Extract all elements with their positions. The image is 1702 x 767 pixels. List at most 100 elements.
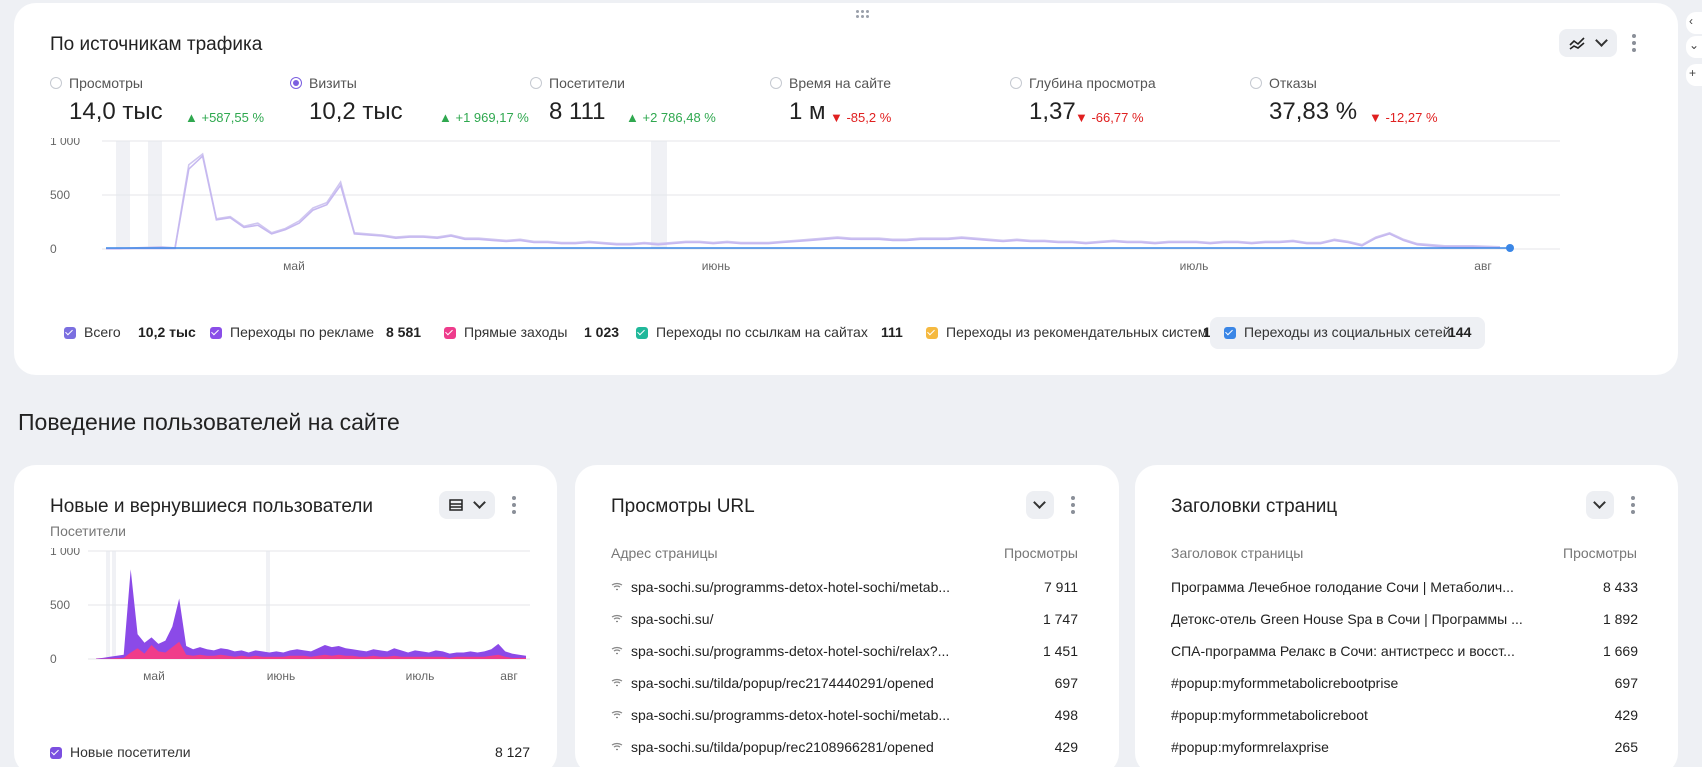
column-header-title: Заголовок страницы <box>1171 545 1304 561</box>
new-returning-users-card: Новые и вернувшиеся пользователи Посетит… <box>14 465 557 767</box>
link-icon <box>611 614 623 623</box>
y-tick-label: 1 000 <box>50 548 80 558</box>
views-value: 697 <box>1054 675 1078 691</box>
metric-radio[interactable] <box>50 77 62 89</box>
series-end-point <box>1506 244 1514 252</box>
table-row[interactable]: Детокс-отель Green House Spa в Сочи | Пр… <box>1171 604 1638 636</box>
metric-label: Время на сайте <box>789 75 892 91</box>
legend-item-new-visitors[interactable]: Новые посетители 8 127 <box>50 737 530 767</box>
page-title-cell: Программа Лечебное голодание Сочи | Мета… <box>1171 579 1514 595</box>
more-menu-icon[interactable] <box>1630 495 1636 515</box>
series-line-0 <box>106 152 1501 250</box>
metric-value: 37,83 % <box>1269 98 1358 125</box>
checkbox-icon <box>444 327 456 339</box>
page-titles-card: Заголовки страниц Заголовок страницы Про… <box>1135 465 1678 767</box>
views-value: 429 <box>1614 707 1638 723</box>
views-value: 1 451 <box>1042 643 1078 659</box>
x-tick-label: авг <box>500 669 518 683</box>
link-icon <box>611 582 623 591</box>
views-value: 265 <box>1614 739 1638 755</box>
metric-delta: ▲ +1 969,17 % <box>439 110 529 125</box>
metric-radio[interactable] <box>290 77 302 89</box>
drag-handle-icon[interactable] <box>856 10 872 22</box>
checkbox-icon <box>926 327 938 339</box>
table-row[interactable]: #popup:myformmetabolicrebootprise 697 <box>1171 668 1638 700</box>
stacked-area-icon <box>449 499 463 511</box>
chevron-down-icon <box>1595 34 1608 47</box>
line-chart-icon <box>1569 37 1585 50</box>
views-value: 498 <box>1054 707 1078 723</box>
table-row[interactable]: Программа Лечебное голодание Сочи | Мета… <box>1171 572 1638 604</box>
y-tick-label: 0 <box>50 652 57 666</box>
side-collapse-button[interactable]: ‹ <box>1686 12 1702 34</box>
card-title: По источникам трафика <box>50 34 263 55</box>
url-link[interactable]: spa-sochi.su/programms-detox-hotel-sochi… <box>631 579 951 595</box>
table-row[interactable]: spa-sochi.su/programms-detox-hotel-sochi… <box>611 572 1078 604</box>
side-expand-button[interactable]: ⌄ <box>1686 36 1702 58</box>
table-row[interactable]: spa-sochi.su/programms-detox-hotel-sochi… <box>611 636 1078 668</box>
metric-value: 1,37 <box>1029 98 1076 125</box>
table-row[interactable]: #popup:myformrelaxprise 265 <box>1171 732 1638 764</box>
series-area-1 <box>96 641 526 659</box>
x-tick-label: авг <box>1474 259 1492 273</box>
metric-value: 10,2 тыс <box>309 98 403 125</box>
y-tick-label: 500 <box>50 188 70 202</box>
x-tick-label: июль <box>406 669 435 683</box>
checkbox-icon <box>64 327 76 339</box>
metric-radio[interactable] <box>1250 77 1262 89</box>
legend-item[interactable]: Переходы из социальных сетей 144 <box>1210 317 1485 349</box>
link-icon <box>611 678 623 687</box>
legend-value: 10,2 тыс <box>138 324 196 340</box>
metric-radio[interactable] <box>770 77 782 89</box>
options-dropdown[interactable] <box>1026 491 1054 519</box>
legend-item[interactable]: Переходы из рекомендательных систем114 <box>926 317 1226 349</box>
more-menu-icon[interactable] <box>1070 495 1076 515</box>
checkbox-icon <box>50 747 62 759</box>
more-menu-icon[interactable] <box>511 495 517 515</box>
legend-label: Прямые заходы <box>464 324 568 340</box>
legend-item[interactable]: Прямые заходы 1 023 <box>444 317 619 349</box>
table-row[interactable]: #popup:myformmetabolicreboot 429 <box>1171 700 1638 732</box>
x-tick-label: июнь <box>702 259 731 273</box>
metric-delta: ▼ -12,27 % <box>1369 110 1438 125</box>
url-link[interactable]: spa-sochi.su/ <box>631 611 714 627</box>
options-dropdown[interactable] <box>1586 491 1614 519</box>
legend-label: Всего <box>84 324 121 340</box>
checkbox-icon <box>210 327 222 339</box>
card-title: Новые и вернувшиеся пользователи <box>50 496 374 517</box>
chevron-down-icon <box>473 496 486 509</box>
metric-value: 1 м <box>789 98 826 125</box>
legend-item[interactable]: Всего 10,2 тыс <box>64 317 196 349</box>
card-title: Просмотры URL <box>611 496 755 517</box>
metric-radio[interactable] <box>530 77 542 89</box>
legend-item[interactable]: Переходы по рекламе 8 581 <box>210 317 425 349</box>
table-row[interactable]: СПА-программа Релакс в Сочи: антистресс … <box>1171 636 1638 668</box>
chart-type-dropdown[interactable] <box>1559 29 1617 57</box>
checkbox-icon <box>636 327 648 339</box>
legend-label: Переходы из социальных сетей <box>1244 324 1451 340</box>
legend-item[interactable]: Переходы по ссылкам на сайтах 111 <box>636 317 906 349</box>
card-title: Заголовки страниц <box>1171 496 1338 517</box>
table-row[interactable]: spa-sochi.su/programms-detox-hotel-sochi… <box>611 700 1078 732</box>
url-views-card: Просмотры URL Адрес страницы Просмотры s… <box>575 465 1119 767</box>
table-row[interactable]: spa-sochi.su/1 747 <box>611 604 1078 636</box>
checkbox-icon <box>1224 327 1236 339</box>
side-add-button[interactable]: + <box>1686 64 1702 86</box>
column-header-address: Адрес страницы <box>611 545 718 561</box>
chart-type-dropdown[interactable] <box>439 491 495 519</box>
metric-label: Просмотры <box>69 75 143 91</box>
link-icon <box>611 710 623 719</box>
legend-value: 144 <box>1448 324 1472 340</box>
y-tick-label: 500 <box>50 598 70 612</box>
table-row[interactable]: spa-sochi.su/tilda/popup/rec2108966281/o… <box>611 732 1078 764</box>
metric-radio[interactable] <box>1010 77 1022 89</box>
url-link[interactable]: spa-sochi.su/tilda/popup/rec2108966281/o… <box>631 739 934 755</box>
url-link[interactable]: spa-sochi.su/tilda/popup/rec2174440291/o… <box>631 675 934 691</box>
more-menu-icon[interactable] <box>1631 33 1637 53</box>
url-link[interactable]: spa-sochi.su/programms-detox-hotel-sochi… <box>631 707 951 723</box>
column-header-views: Просмотры <box>1563 545 1637 561</box>
table-row[interactable]: spa-sochi.su/tilda/popup/rec2174440291/o… <box>611 668 1078 700</box>
x-tick-label: май <box>283 259 305 273</box>
views-value: 429 <box>1054 739 1078 755</box>
url-link[interactable]: spa-sochi.su/programms-detox-hotel-sochi… <box>631 643 950 659</box>
